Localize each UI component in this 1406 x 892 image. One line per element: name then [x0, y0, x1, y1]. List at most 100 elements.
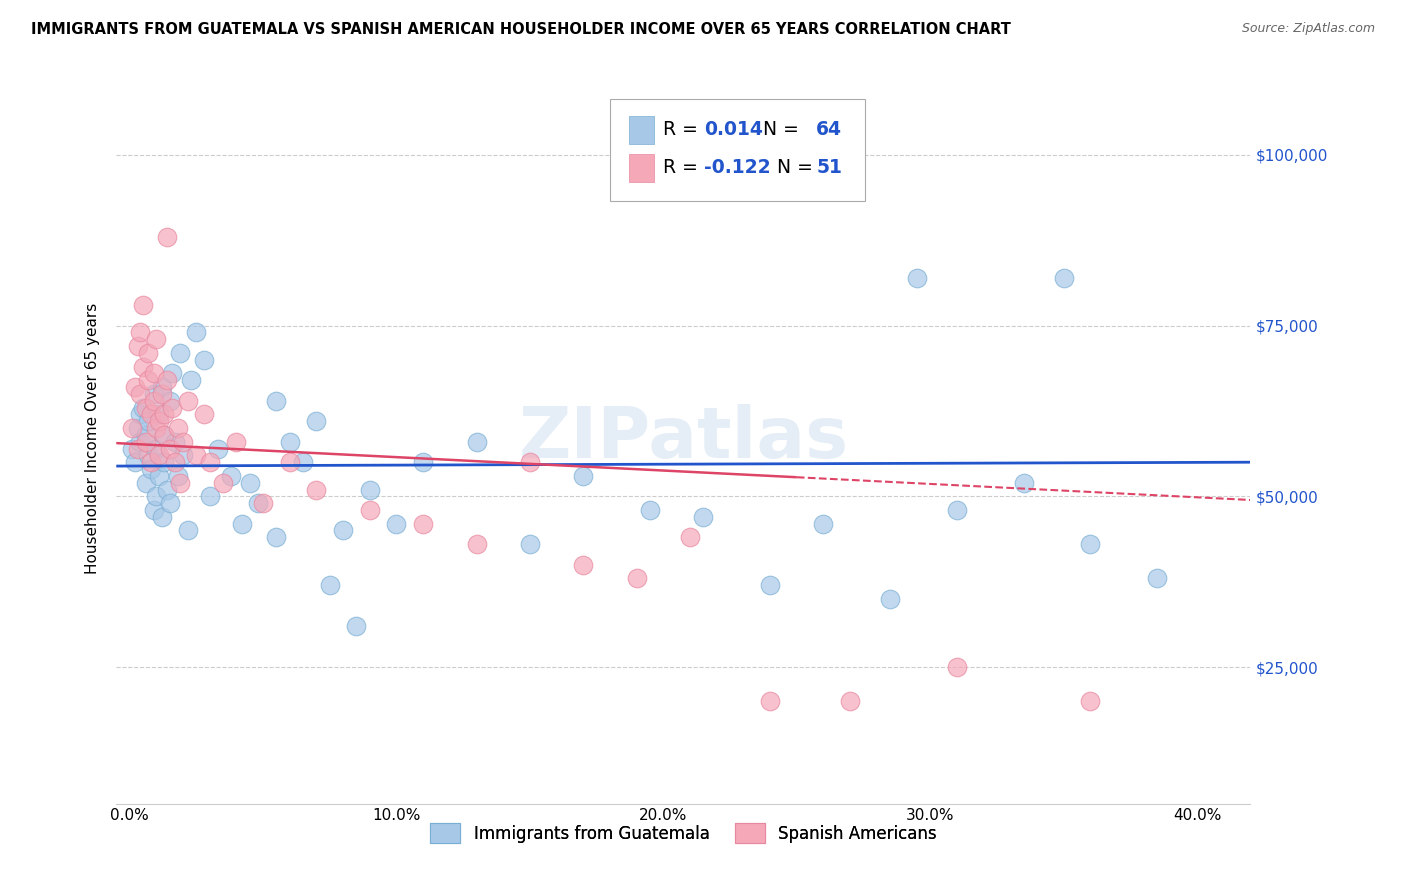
Point — [266, 530, 288, 544]
Point — [1053, 270, 1076, 285]
Point — [150, 509, 173, 524]
Point — [127, 421, 149, 435]
Point — [156, 483, 179, 497]
Point — [239, 475, 262, 490]
Point — [124, 455, 146, 469]
Point — [359, 483, 381, 497]
Text: R =: R = — [664, 120, 704, 139]
FancyBboxPatch shape — [610, 98, 865, 201]
Point — [813, 516, 835, 531]
Point — [266, 393, 288, 408]
Point — [465, 537, 488, 551]
Point — [132, 401, 155, 415]
Text: N =: N = — [751, 120, 806, 139]
Point — [148, 414, 170, 428]
Point — [148, 408, 170, 422]
Point — [186, 449, 208, 463]
Point — [359, 503, 381, 517]
Point — [839, 694, 862, 708]
Point — [129, 387, 152, 401]
Text: 64: 64 — [815, 120, 842, 139]
Point — [159, 496, 181, 510]
Point — [679, 530, 702, 544]
Point — [305, 483, 328, 497]
Point — [1012, 475, 1035, 490]
Point — [519, 455, 541, 469]
Point — [127, 442, 149, 456]
Text: -0.122: -0.122 — [704, 159, 770, 178]
Point — [207, 442, 229, 456]
Point — [946, 660, 969, 674]
Point — [572, 468, 595, 483]
Point — [319, 578, 342, 592]
Point — [145, 489, 167, 503]
Text: 0.014: 0.014 — [704, 120, 762, 139]
Point — [198, 489, 221, 503]
Point — [129, 408, 152, 422]
Text: ZIPatlas: ZIPatlas — [519, 404, 848, 473]
Point — [759, 694, 782, 708]
Point — [148, 468, 170, 483]
Point — [572, 558, 595, 572]
Point — [1146, 571, 1168, 585]
Point — [305, 414, 328, 428]
Point — [162, 367, 184, 381]
Point — [139, 462, 162, 476]
Point — [1080, 537, 1102, 551]
Point — [163, 434, 186, 449]
Point — [145, 442, 167, 456]
Point — [231, 516, 253, 531]
Point — [946, 503, 969, 517]
Point — [759, 578, 782, 592]
Point — [519, 537, 541, 551]
Legend: Immigrants from Guatemala, Spanish Americans: Immigrants from Guatemala, Spanish Ameri… — [423, 816, 943, 850]
Point — [163, 455, 186, 469]
Point — [121, 421, 143, 435]
Point — [332, 524, 354, 538]
Point — [166, 421, 188, 435]
Point — [135, 428, 157, 442]
Point — [278, 455, 301, 469]
Point — [198, 455, 221, 469]
Point — [136, 449, 159, 463]
Point — [246, 496, 269, 510]
Point — [159, 442, 181, 456]
Point — [278, 434, 301, 449]
Point — [142, 503, 165, 517]
FancyBboxPatch shape — [628, 116, 654, 144]
Point — [465, 434, 488, 449]
Point — [142, 393, 165, 408]
Point — [905, 270, 928, 285]
Point — [136, 414, 159, 428]
Point — [626, 571, 648, 585]
Point — [153, 428, 176, 442]
Point — [172, 434, 194, 449]
Point — [127, 339, 149, 353]
Text: N =: N = — [765, 159, 818, 178]
Point — [150, 387, 173, 401]
Point — [172, 449, 194, 463]
Point — [412, 516, 434, 531]
Point — [159, 393, 181, 408]
Point — [292, 455, 315, 469]
Point — [153, 408, 176, 422]
Point — [135, 401, 157, 415]
Point — [150, 380, 173, 394]
Point — [166, 468, 188, 483]
Point — [132, 359, 155, 374]
Point — [346, 619, 368, 633]
Point — [129, 326, 152, 340]
Point — [219, 468, 242, 483]
Point — [121, 442, 143, 456]
Point — [1080, 694, 1102, 708]
Point — [153, 455, 176, 469]
Point — [193, 352, 215, 367]
Point — [177, 393, 200, 408]
Point — [252, 496, 274, 510]
Point — [412, 455, 434, 469]
Point — [177, 524, 200, 538]
Y-axis label: Householder Income Over 65 years: Householder Income Over 65 years — [86, 302, 100, 574]
Point — [186, 326, 208, 340]
Point — [169, 475, 191, 490]
Point — [153, 428, 176, 442]
